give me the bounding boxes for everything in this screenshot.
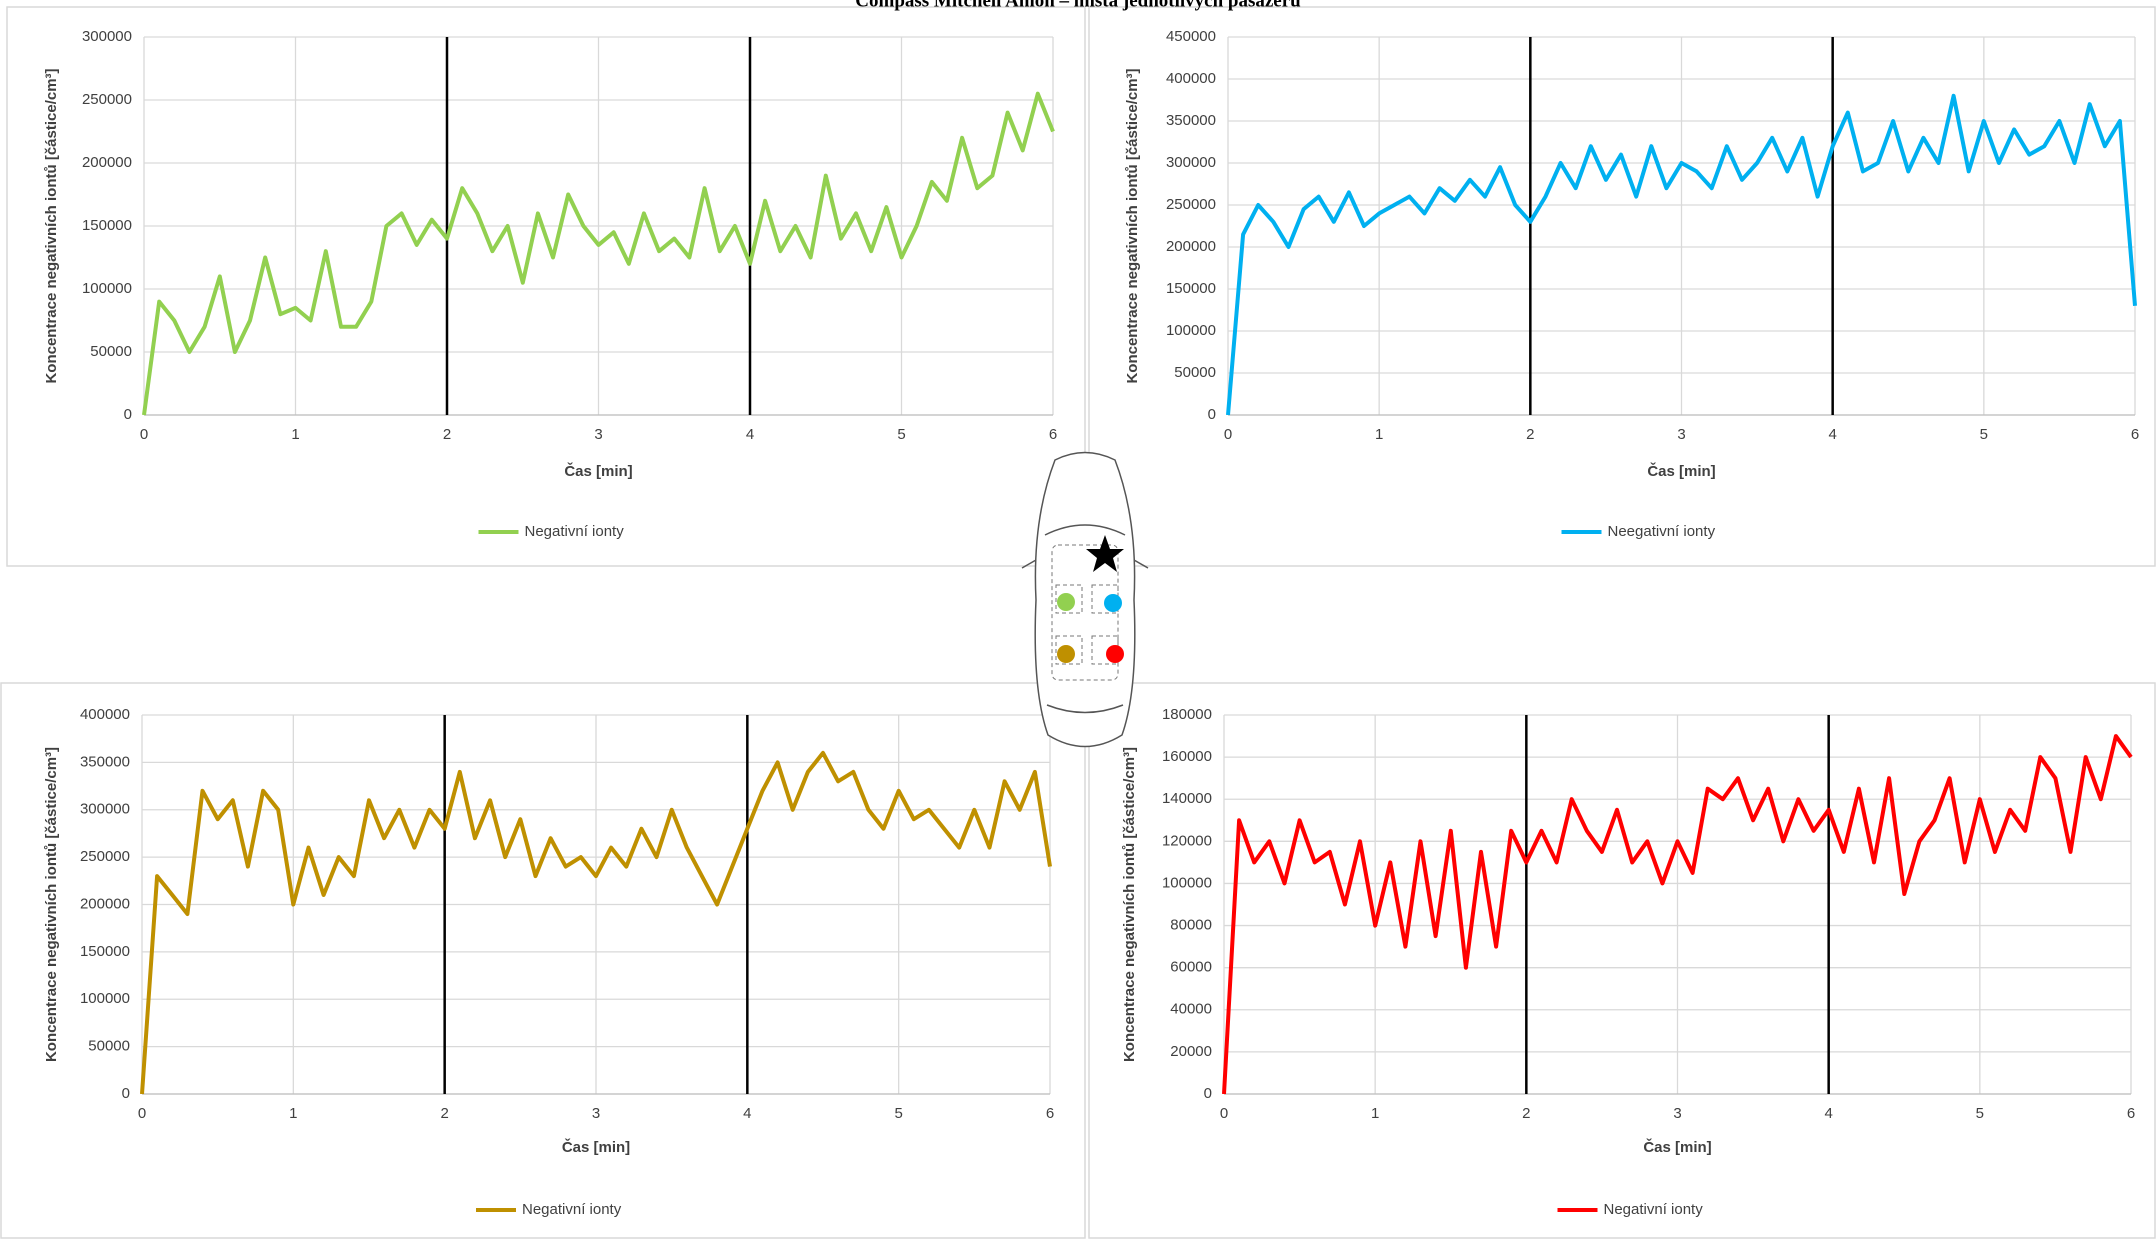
x-tick-label: 1	[1375, 426, 1383, 443]
x-tick-label: 4	[743, 1105, 751, 1122]
x-tick-label: 1	[1371, 1105, 1379, 1122]
x-tick-label: 3	[1677, 426, 1685, 443]
data-line	[140, 750, 1052, 1095]
x-tick-label: 1	[289, 1105, 297, 1122]
x-tick-label: 5	[1976, 1105, 1984, 1122]
x-tick-label: 0	[1220, 1105, 1228, 1122]
x-tick-label: 4	[1828, 426, 1836, 443]
y-axis-title: Koncentrace negativních iontů [částice/c…	[1121, 747, 1138, 1062]
y-tick-label: 350000	[1166, 112, 1216, 129]
legend-label: Negativní ionty	[1604, 1201, 1704, 1218]
x-axis-title: Čas [min]	[1647, 462, 1715, 480]
x-tick-label: 2	[1526, 426, 1534, 443]
x-tick-label: 2	[1522, 1105, 1530, 1122]
y-tick-label: 0	[122, 1085, 130, 1102]
x-tick-label: 3	[592, 1105, 600, 1122]
y-tick-label: 200000	[82, 154, 132, 171]
y-tick-label: 80000	[1170, 917, 1212, 934]
x-tick-label: 6	[1046, 1105, 1054, 1122]
data-line	[142, 91, 1055, 416]
y-tick-label: 160000	[1162, 748, 1212, 765]
legend-label: Negativní ionty	[522, 1201, 622, 1218]
y-axis-title: Koncentrace negativních iontů [částice/c…	[1124, 68, 1141, 383]
y-tick-label: 100000	[80, 990, 130, 1007]
chart-frame	[6, 6, 1086, 567]
y-axis-title: Koncentrace negativních iontů [částice/c…	[43, 68, 60, 383]
y-tick-label: 140000	[1162, 790, 1212, 807]
x-tick-label: 1	[291, 426, 299, 443]
y-tick-label: 150000	[80, 943, 130, 960]
y-tick-label: 180000	[1162, 706, 1212, 723]
y-tick-label: 150000	[1166, 280, 1216, 297]
y-tick-label: 300000	[1166, 154, 1216, 171]
x-tick-label: 3	[594, 426, 602, 443]
y-tick-label: 300000	[82, 28, 132, 45]
data-line	[1226, 93, 2137, 416]
y-tick-label: 100000	[1166, 322, 1216, 339]
y-axis-title: Koncentrace negativních iontů [částice/c…	[43, 747, 60, 1062]
y-tick-label: 40000	[1170, 1001, 1212, 1018]
legend-label: Neegativní ionty	[1608, 523, 1716, 540]
y-tick-label: 100000	[82, 280, 132, 297]
chart-frame	[0, 682, 1086, 1239]
y-tick-label: 150000	[82, 217, 132, 234]
y-tick-label: 400000	[1166, 70, 1216, 87]
y-tick-label: 50000	[1174, 364, 1216, 381]
y-tick-label: 100000	[1162, 874, 1212, 891]
y-tick-label: 200000	[80, 895, 130, 912]
legend-label: Negativní ionty	[525, 523, 625, 540]
x-tick-label: 0	[1224, 426, 1232, 443]
y-tick-label: 250000	[1166, 196, 1216, 213]
x-tick-label: 4	[746, 426, 754, 443]
chart-frame	[1088, 682, 2156, 1239]
x-axis-title: Čas [min]	[562, 1138, 630, 1156]
y-tick-label: 50000	[90, 343, 132, 360]
y-tick-label: 400000	[80, 706, 130, 723]
x-tick-label: 6	[1049, 426, 1057, 443]
car-diagram	[1021, 451, 1149, 748]
page-title: Compass Mitchell Anion – místa jednotliv…	[855, 0, 1301, 11]
x-tick-label: 5	[1980, 426, 1988, 443]
y-tick-label: 50000	[88, 1038, 130, 1055]
x-tick-label: 0	[138, 1105, 146, 1122]
data-line	[1222, 734, 2133, 1095]
y-tick-label: 120000	[1162, 832, 1212, 849]
y-tick-label: 60000	[1170, 959, 1212, 976]
x-tick-label: 5	[894, 1105, 902, 1122]
x-tick-label: 0	[140, 426, 148, 443]
x-tick-label: 5	[897, 426, 905, 443]
y-tick-label: 20000	[1170, 1043, 1212, 1060]
y-tick-label: 0	[1204, 1085, 1212, 1102]
y-tick-label: 250000	[80, 848, 130, 865]
y-tick-label: 200000	[1166, 238, 1216, 255]
x-tick-label: 2	[443, 426, 451, 443]
x-axis-title: Čas [min]	[564, 462, 632, 480]
y-tick-label: 450000	[1166, 28, 1216, 45]
x-tick-label: 2	[440, 1105, 448, 1122]
y-tick-label: 0	[1208, 406, 1216, 423]
chart-frame	[1088, 6, 2156, 567]
y-tick-label: 250000	[82, 91, 132, 108]
y-tick-label: 0	[124, 406, 132, 423]
x-tick-label: 4	[1824, 1105, 1832, 1122]
x-tick-label: 6	[2127, 1105, 2135, 1122]
x-tick-label: 6	[2131, 426, 2139, 443]
y-tick-label: 350000	[80, 753, 130, 770]
x-axis-title: Čas [min]	[1643, 1138, 1711, 1156]
y-tick-label: 300000	[80, 801, 130, 818]
x-tick-label: 3	[1673, 1105, 1681, 1122]
